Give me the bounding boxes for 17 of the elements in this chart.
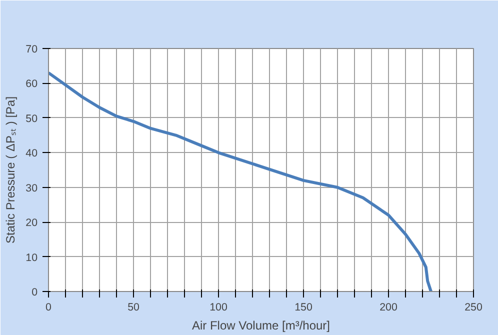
y-tick-label: 70 (26, 44, 38, 56)
x-tick-label: 150 (294, 302, 312, 314)
y-tick-label: 30 (26, 182, 38, 194)
line-series (48, 71, 432, 292)
x-tick-label: 0 (46, 302, 52, 314)
x-axis-title: Air Flow Volume [m³/hour] (192, 318, 330, 332)
y-tick-label: 0 (32, 286, 38, 298)
y-tick-label: 40 (26, 148, 38, 160)
y-tick-label: 20 (26, 217, 38, 230)
x-tick-label: 50 (128, 302, 140, 314)
x-tick-label: 100 (210, 302, 228, 314)
x-tick-label: 250 (464, 302, 482, 314)
y-tick-label: 50 (26, 112, 38, 125)
y-tick-label: 10 (26, 252, 38, 264)
y-tick-label: 60 (26, 78, 38, 90)
y-axis-title: Static Pressure ( ΔPₛₜ ) [Pa] (4, 96, 18, 244)
x-tick-label: 200 (380, 302, 398, 314)
